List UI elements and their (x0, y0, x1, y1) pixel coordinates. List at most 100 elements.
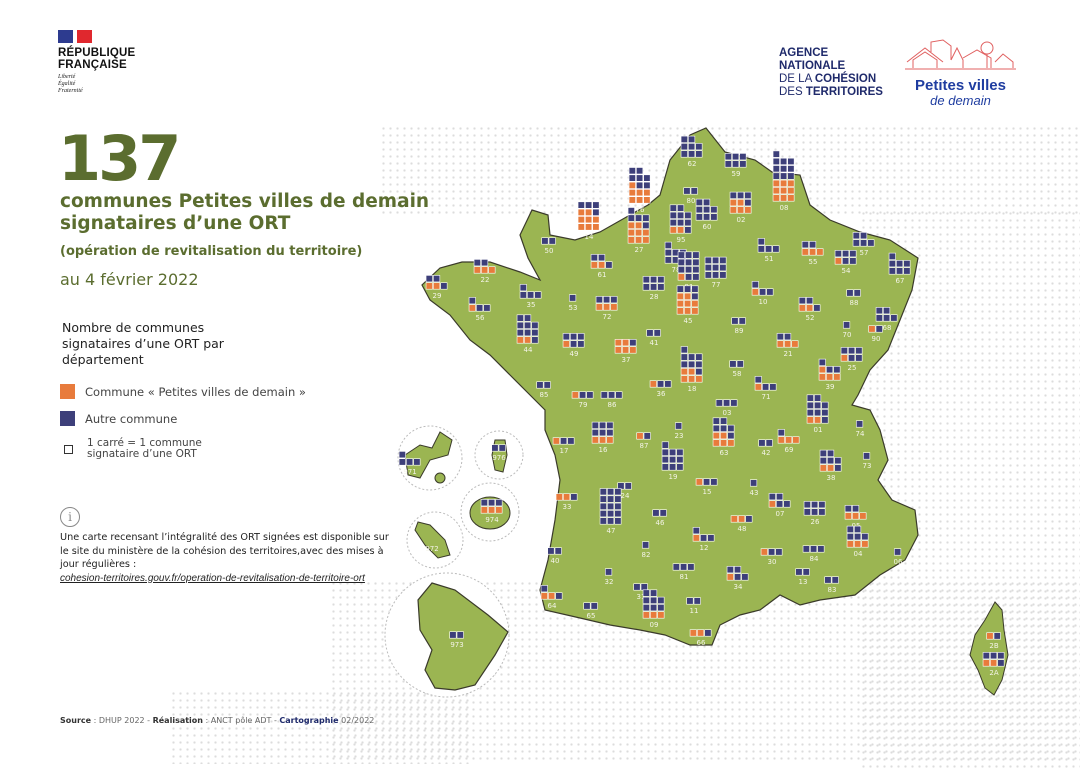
department-42: 42 (758, 439, 773, 457)
other-square (993, 632, 1001, 640)
pvd-square (854, 540, 862, 548)
department-39: 39 (818, 358, 841, 391)
department-59: 59 (724, 153, 747, 178)
other-square (738, 317, 746, 325)
info-link[interactable]: cohesion-territoires.gouv.fr/operation-d… (60, 572, 365, 584)
other-square (861, 533, 869, 541)
other-square (745, 515, 753, 523)
other-square (519, 291, 527, 299)
other-square (712, 424, 720, 432)
pvd-square (768, 500, 776, 508)
other-square (692, 273, 700, 281)
rf-title-line2: FRANÇAISE (58, 59, 127, 71)
other-square (570, 493, 578, 501)
other-square (719, 264, 727, 272)
pvd-square (726, 573, 734, 581)
pvd-square (610, 303, 618, 311)
other-square (614, 502, 622, 510)
pvd-square (737, 206, 745, 214)
pvd-square (738, 515, 746, 523)
other-square (688, 360, 696, 368)
other-square (818, 508, 826, 516)
department-971: 971 (398, 451, 421, 476)
other-square (657, 283, 665, 291)
other-square (734, 566, 742, 574)
department-67: 67 (888, 252, 911, 285)
pvd-square (691, 300, 699, 308)
other-square (780, 165, 788, 173)
department-72: 72 (595, 296, 618, 321)
pvd-square (577, 208, 585, 216)
pvd-square (555, 493, 563, 501)
department-label: 14 (585, 233, 594, 241)
pvd-square (792, 436, 800, 444)
other-square (627, 207, 635, 215)
other-square (607, 502, 615, 510)
other-square (903, 260, 911, 268)
pvd-square (833, 373, 841, 381)
department-08: 08 (772, 150, 795, 212)
other-square (844, 505, 852, 513)
other-square (599, 488, 607, 496)
department-15: 15 (695, 478, 718, 496)
pvd-square (590, 261, 598, 269)
other-square (802, 568, 810, 576)
pvd-square (695, 375, 703, 383)
pvd-square (680, 375, 688, 383)
department-label: 33 (563, 503, 572, 511)
other-square (685, 273, 693, 281)
pvd-square (628, 189, 636, 197)
department-label: 27 (635, 246, 644, 254)
source-value: : DHUP 2022 - (91, 716, 153, 725)
other-square (846, 525, 854, 533)
pvd-square (751, 288, 759, 296)
department-label: 21 (784, 350, 793, 358)
other-square (894, 548, 902, 556)
department-41: 41 (646, 329, 661, 347)
department-label: 22 (481, 276, 490, 284)
other-square (598, 254, 606, 262)
other-square (692, 251, 700, 259)
other-square (703, 206, 711, 214)
department-label: 976 (492, 454, 506, 462)
other-square (577, 333, 585, 341)
other-square (516, 321, 524, 329)
other-square (819, 457, 827, 465)
other-square (531, 336, 539, 344)
other-square (633, 583, 641, 591)
pvd-square (649, 380, 657, 388)
department-12: 12 (692, 527, 715, 552)
department-label: 04 (854, 550, 863, 558)
other-square (801, 241, 809, 249)
other-square (555, 592, 563, 600)
department-45: 45 (676, 285, 699, 325)
other-square (614, 517, 622, 525)
other-square (577, 201, 585, 209)
other-square (810, 545, 818, 553)
other-square (852, 505, 860, 513)
other-square (677, 204, 685, 212)
other-square (610, 296, 618, 304)
other-square (599, 495, 607, 503)
pvd-square (744, 206, 752, 214)
other-square (636, 174, 644, 182)
other-square (846, 533, 854, 541)
other-square (680, 563, 688, 571)
legend-title: Nombre de communes signataires d’une ORT… (62, 320, 224, 367)
other-square (727, 432, 735, 440)
other-square (676, 285, 684, 293)
republique-francaise-logo: RÉPUBLIQUE FRANÇAISE Liberté Égalité Fra… (58, 30, 135, 95)
department-13: 13 (795, 568, 810, 586)
other-square (766, 288, 774, 296)
other-square (732, 160, 740, 168)
department-44: 44 (516, 314, 539, 354)
other-square (834, 250, 842, 258)
petites-villes-logo: Petites villes de demain (903, 38, 1018, 107)
department-label: 68 (883, 324, 892, 332)
other-square (642, 604, 650, 612)
other-square (768, 548, 776, 556)
pvd-square (776, 340, 784, 348)
other-square (695, 368, 703, 376)
department-48: 48 (730, 515, 753, 533)
other-square (592, 208, 600, 216)
